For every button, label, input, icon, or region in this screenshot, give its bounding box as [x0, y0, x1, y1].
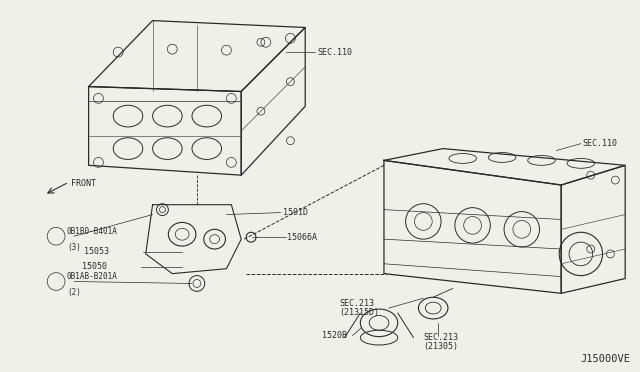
Text: 15050: 15050 — [82, 262, 107, 271]
Text: SEC.110: SEC.110 — [583, 139, 618, 148]
Text: (21305): (21305) — [423, 342, 458, 351]
Text: (3): (3) — [67, 243, 81, 252]
Text: (2): (2) — [67, 288, 81, 297]
Text: FRONT: FRONT — [71, 179, 96, 187]
Text: 0B1AB-B201A: 0B1AB-B201A — [67, 273, 118, 282]
Text: 15066A: 15066A — [287, 233, 317, 242]
Text: SEC.213: SEC.213 — [340, 299, 374, 308]
Text: 0B1B0-B401A: 0B1B0-B401A — [67, 227, 118, 236]
Text: (21315D): (21315D) — [340, 308, 380, 317]
Text: 15053: 15053 — [84, 247, 109, 256]
Text: 1501D: 1501D — [283, 208, 308, 217]
Text: SEC.213: SEC.213 — [423, 333, 458, 342]
Text: J15000VE: J15000VE — [581, 354, 631, 364]
Text: 1520B: 1520B — [322, 331, 347, 340]
Text: SEC.110: SEC.110 — [317, 48, 352, 57]
